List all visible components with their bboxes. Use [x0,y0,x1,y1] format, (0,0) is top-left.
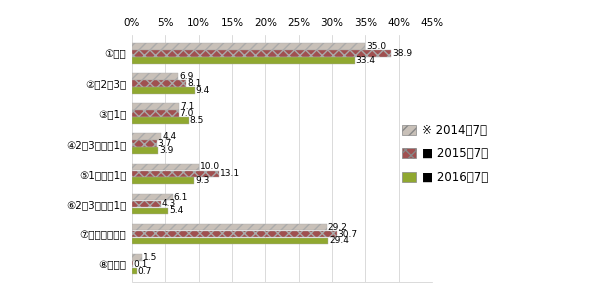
Bar [132,238,328,244]
Text: 30.7: 30.7 [338,230,358,238]
Text: 38.9: 38.9 [392,49,412,58]
Bar [132,103,179,110]
Bar [132,261,133,268]
Text: 3.9: 3.9 [159,146,173,155]
Bar [132,163,199,170]
Text: 9.4: 9.4 [196,86,210,95]
Text: 13.1: 13.1 [220,169,241,178]
Text: 5.4: 5.4 [169,206,183,216]
Bar [132,194,173,200]
Text: 1.5: 1.5 [143,253,157,262]
Text: 35.0: 35.0 [367,42,386,51]
Text: 8.5: 8.5 [190,116,204,125]
Bar [132,254,142,260]
Bar [132,268,137,274]
Bar [132,171,220,177]
Text: 29.4: 29.4 [329,236,349,245]
Bar [132,224,326,230]
Text: 4.3: 4.3 [161,199,176,208]
Text: 33.4: 33.4 [356,56,376,65]
Legend: ※ 2014年7月, ■ 2015年7月, ■ 2016年7月: ※ 2014年7月, ■ 2015年7月, ■ 2016年7月 [398,120,492,188]
Text: 10.0: 10.0 [200,162,220,171]
Bar [132,43,365,50]
Bar [132,208,168,214]
Bar [132,87,194,94]
Bar [132,141,157,147]
Text: 4.4: 4.4 [163,132,176,141]
Bar [132,178,194,184]
Text: 8.1: 8.1 [187,79,202,88]
Text: 29.2: 29.2 [328,223,347,232]
Bar [132,117,188,124]
Bar [132,80,186,87]
Text: 3.7: 3.7 [158,139,172,148]
Text: 0.7: 0.7 [137,267,152,275]
Text: 9.3: 9.3 [195,176,209,185]
Bar [132,147,158,154]
Text: 6.1: 6.1 [173,193,188,201]
Text: 7.1: 7.1 [181,102,195,111]
Bar [132,110,179,117]
Bar [132,201,161,207]
Bar [132,133,161,140]
Text: 7.0: 7.0 [179,109,194,118]
Text: 0.1: 0.1 [134,260,148,269]
Bar [132,57,355,64]
Bar [132,50,391,57]
Bar [132,231,337,237]
Text: 6.9: 6.9 [179,72,193,81]
Bar [132,73,178,80]
